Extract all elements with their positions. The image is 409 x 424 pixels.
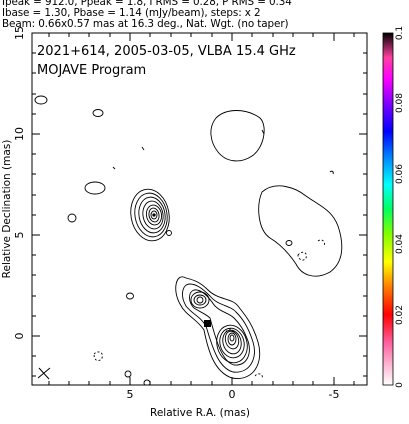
header-stats-line: Ipeak = 912.0, Ppeak = 1.8, I RMS = 0.28… [2,0,292,8]
y-axis-label: Relative Declination (mas) [1,140,13,279]
colorbar-tick-label: 0.08 [395,93,405,113]
y-tick-label: 0 [13,333,26,340]
axis-ticks [32,32,367,385]
colorbar-tick-label: 0 [395,382,405,388]
header-base-line: Ibase = 1.30, Pbase = 1.14 (mJy/beam), s… [2,7,261,19]
colorbar [382,32,394,386]
plot-title: 2021+614, 2005-03-05, VLBA 15.4 GHz [37,44,296,59]
x-tick-label: 0 [229,388,236,401]
x-tick-label: 5 [127,388,134,401]
plot-frame [31,32,368,386]
y-tick-label: 15 [13,26,26,40]
header-beam-line: Beam: 0.66x0.57 mas at 16.3 deg., Nat. W… [2,18,289,30]
polarization-marker [204,320,211,327]
y-tick-label: 10 [13,127,26,141]
x-tick-label: -5 [329,388,340,401]
northern-diffuse-contour [210,110,265,162]
western-diffuse-contour [258,185,343,277]
x-axis-label: Relative R.A. (mas) [150,407,250,419]
y-tick-label: 5 [13,232,26,239]
colorbar-tick-label: 0.04 [395,234,405,254]
contour-lines [34,95,343,385]
colorbar-tick-label: 0.02 [395,305,405,325]
colorbar-tick-label: 0.1 [395,26,405,40]
core-contours [175,276,261,379]
plot-subtitle: MOJAVE Program [37,63,146,78]
colorbar-tick-label: 0.06 [395,164,405,184]
left-knot-contours [130,188,170,242]
beam-cross [37,367,51,380]
